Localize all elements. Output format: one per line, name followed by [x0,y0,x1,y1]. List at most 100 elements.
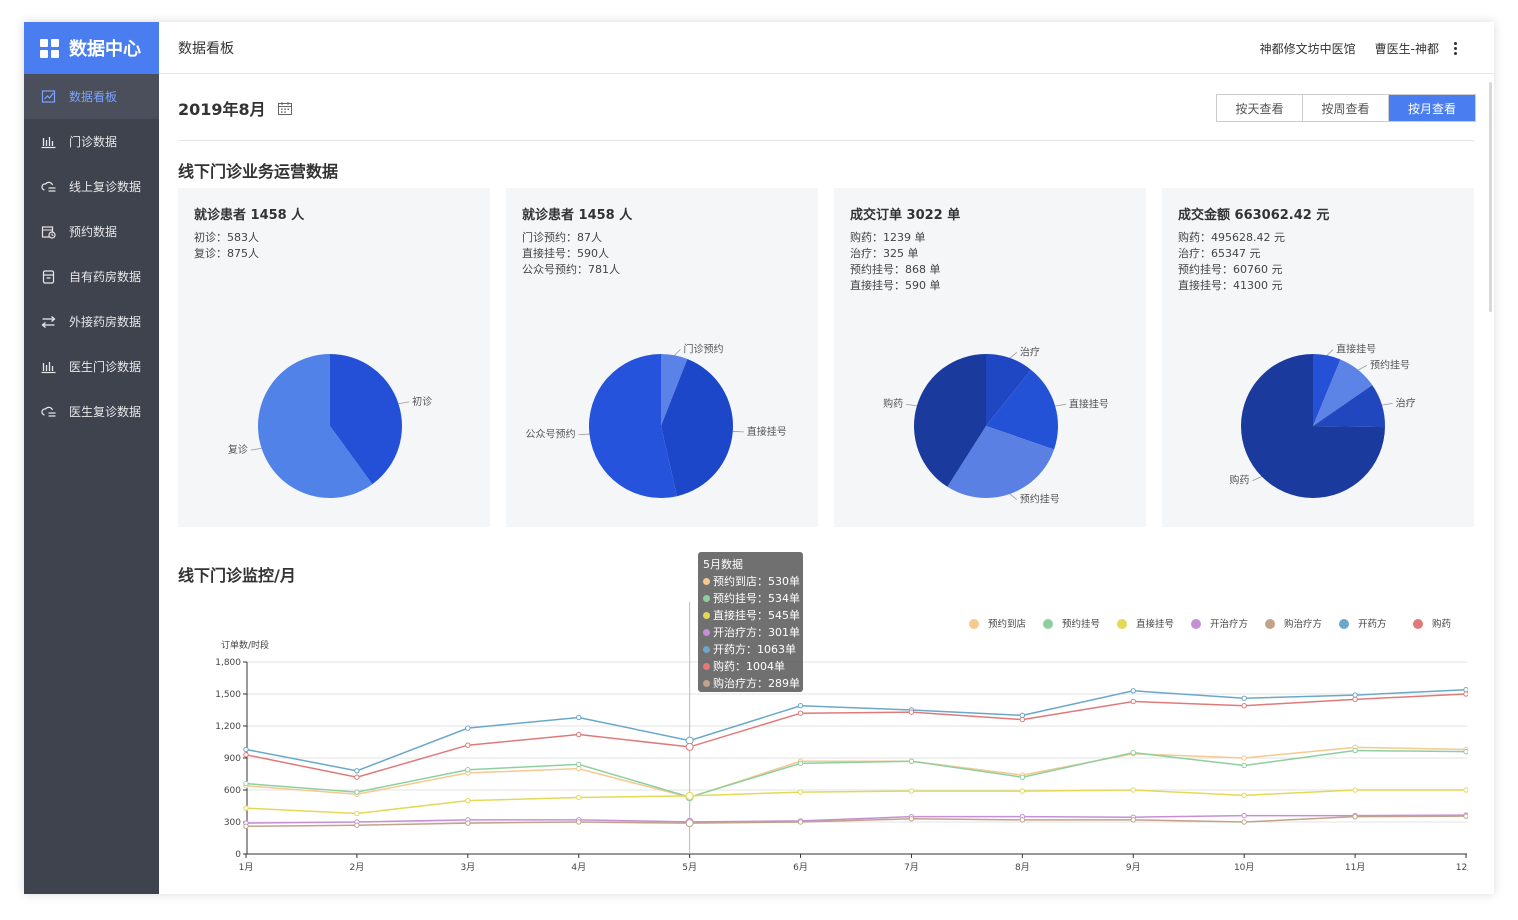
data-point[interactable] [797,760,804,767]
data-point[interactable] [797,819,804,825]
data-point[interactable] [1352,692,1358,698]
data-point[interactable] [1352,696,1358,703]
data-point[interactable] [576,819,582,825]
series-line[interactable] [245,746,1467,799]
data-point[interactable] [1463,748,1468,755]
sidebar-item[interactable]: 预约数据 [24,209,159,254]
series-line[interactable] [245,688,1467,772]
sidebar-item[interactable]: 线上复诊数据 [24,164,159,209]
view-by-month-button[interactable]: 按月查看 [1389,95,1475,121]
pie-slice[interactable] [330,354,402,485]
data-point[interactable] [354,810,360,817]
pie-slice[interactable] [258,354,373,498]
data-point[interactable] [1130,688,1136,694]
data-point[interactable] [243,823,249,829]
data-point[interactable] [1130,817,1136,823]
legend-label[interactable]: 直接挂号 [1136,618,1174,630]
data-point[interactable] [576,714,582,721]
data-point[interactable] [1130,787,1136,793]
legend-swatch[interactable] [1191,619,1201,629]
series-line[interactable] [245,814,1467,824]
series-line[interactable] [245,789,1466,815]
pie-slice[interactable] [1313,385,1385,428]
data-point[interactable] [1241,819,1247,825]
data-point[interactable] [908,758,915,764]
pie-slice[interactable] [986,369,1058,450]
data-point[interactable] [1019,774,1026,780]
user-name[interactable]: 曹医生-神都 [1374,41,1439,56]
data-point[interactable] [1019,788,1026,794]
data-point[interactable] [908,788,915,794]
legend-label[interactable]: 预约挂号 [1062,618,1100,630]
data-point[interactable] [908,816,915,822]
data-point[interactable] [908,709,915,715]
sidebar-item[interactable]: 自有药房数据 [24,254,159,299]
data-point[interactable] [1352,813,1358,820]
data-point[interactable] [1241,762,1247,769]
data-point[interactable] [465,797,471,804]
data-point[interactable] [1241,703,1247,709]
data-point[interactable] [354,789,360,795]
pie-slice[interactable] [914,354,986,487]
data-point[interactable] [1352,747,1358,754]
legend-label[interactable]: 开治疗方 [1210,618,1248,630]
data-point[interactable] [243,780,249,787]
legend-label[interactable]: 预约到店 [988,618,1026,630]
pie-slice[interactable] [1313,354,1341,426]
more-menu-icon[interactable] [1449,41,1461,55]
data-point[interactable] [1463,813,1468,819]
clinic-name[interactable]: 神都修文坊中医馆 [1259,41,1356,56]
data-point[interactable] [685,791,694,800]
data-point[interactable] [1019,716,1026,723]
data-point[interactable] [576,794,582,801]
legend-swatch[interactable] [1339,619,1349,629]
data-point[interactable] [465,725,471,731]
data-point[interactable] [1019,712,1026,719]
data-point[interactable] [465,742,471,748]
sidebar-item[interactable]: 医生复诊数据 [24,389,159,434]
data-point[interactable] [1241,812,1247,819]
legend-swatch[interactable] [1043,619,1053,629]
data-point[interactable] [1463,687,1468,693]
data-point[interactable] [354,774,360,780]
data-point[interactable] [354,768,360,774]
data-point[interactable] [1463,787,1468,793]
data-point[interactable] [576,761,582,768]
sidebar-item[interactable]: 外接药房数据 [24,299,159,344]
data-point[interactable] [576,765,582,772]
data-point[interactable] [685,819,694,828]
legend-label[interactable]: 购药 [1432,618,1451,630]
data-point[interactable] [1130,749,1136,756]
series-line[interactable] [245,693,1467,778]
data-point[interactable] [243,746,249,753]
series-line[interactable] [245,815,1467,828]
pie-slice[interactable] [1241,354,1385,498]
view-by-day-button[interactable]: 按天查看 [1217,95,1303,121]
data-point[interactable] [797,703,804,709]
calendar-icon[interactable] [277,101,292,115]
data-point[interactable] [243,805,249,811]
legend-swatch[interactable] [969,619,979,629]
pie-slice[interactable] [589,354,677,498]
pie-slice[interactable] [1313,359,1373,426]
data-point[interactable] [797,789,804,795]
data-point[interactable] [685,742,694,751]
data-point[interactable] [1463,691,1468,697]
legend-swatch[interactable] [1117,619,1127,629]
legend-swatch[interactable] [1265,619,1275,629]
data-point[interactable] [1241,792,1247,799]
data-point[interactable] [243,752,249,758]
scrollbar[interactable] [1489,82,1492,312]
data-point[interactable] [1130,698,1136,705]
pie-slice[interactable] [661,359,733,497]
data-point[interactable] [797,710,804,716]
data-point[interactable] [1241,695,1247,701]
brand[interactable]: 数据中心 [24,22,159,74]
data-point[interactable] [1352,787,1358,793]
data-point[interactable] [465,820,471,826]
legend-label[interactable]: 开药方 [1358,618,1387,630]
pie-slice[interactable] [661,354,688,426]
pie-slice[interactable] [947,426,1055,498]
sidebar-item[interactable]: 门诊数据 [24,119,159,164]
data-point[interactable] [354,822,360,828]
